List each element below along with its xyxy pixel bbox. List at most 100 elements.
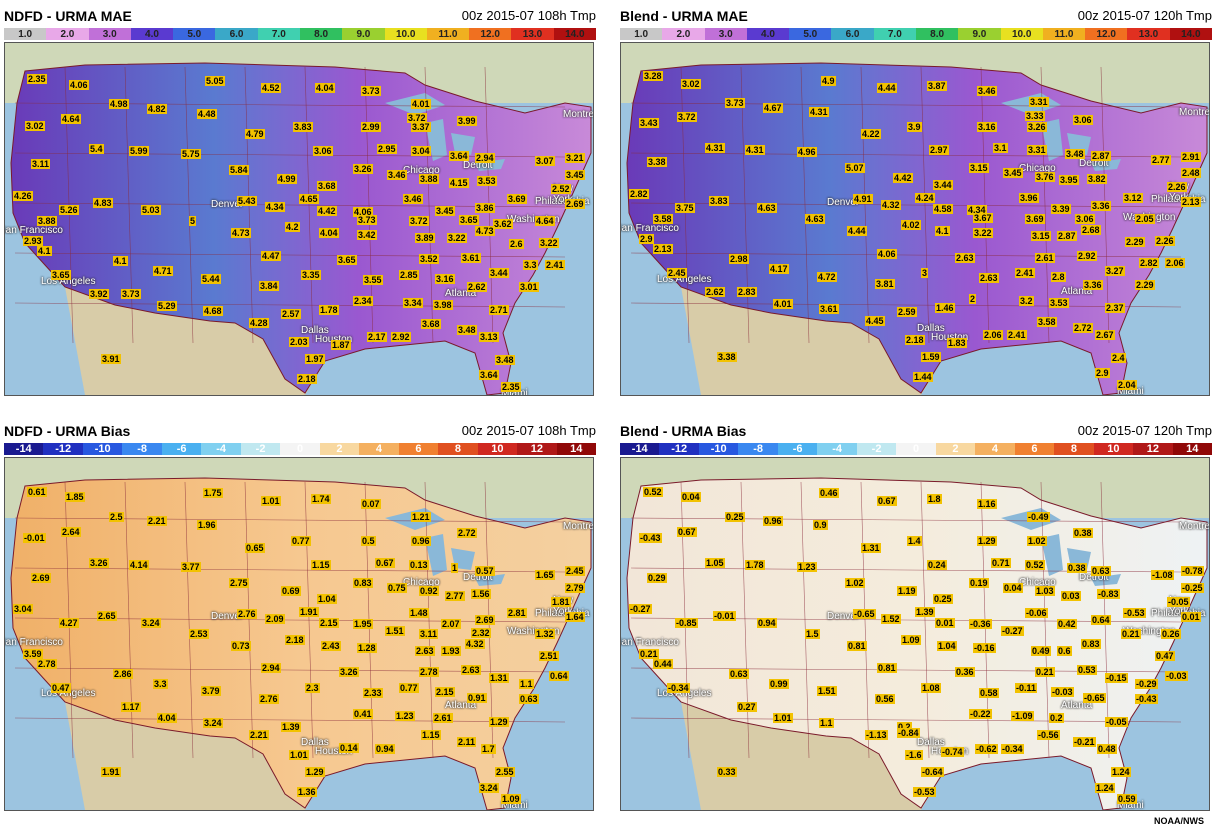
region-value-label: 0.38: [1067, 563, 1087, 573]
region-value-label: 2.68: [1081, 225, 1101, 235]
city-label: Dallas: [301, 737, 329, 748]
region-value-label: 3.15: [969, 163, 989, 173]
region-value-label: 1.29: [977, 536, 997, 546]
region-value-label: 1.05: [705, 558, 725, 568]
region-value-label: 0.64: [549, 671, 569, 681]
region-value-label: 0.48: [1097, 744, 1117, 754]
region-value-label: 1.29: [305, 767, 325, 777]
region-value-label: 2.52: [551, 184, 571, 194]
region-value-label: 3.48: [495, 355, 515, 365]
city-label: Philadelphia: [1151, 194, 1206, 205]
region-value-label: 2.35: [501, 382, 521, 392]
region-value-label: 1.16: [977, 499, 997, 509]
region-value-label: 2.41: [1007, 330, 1027, 340]
region-value-label: 3.81: [875, 279, 895, 289]
region-value-label: 1.24: [1095, 783, 1115, 793]
city-label: Washington: [507, 214, 560, 225]
region-value-label: 3.73: [357, 215, 377, 225]
region-value-label: 3.91: [101, 354, 121, 364]
region-value-label: 3.22: [973, 228, 993, 238]
city-label: Chicago: [1019, 163, 1056, 174]
region-value-label: 4.83: [93, 198, 113, 208]
region-value-label: 3.69: [1025, 214, 1045, 224]
city-label: San Francisco: [4, 637, 63, 648]
region-value-label: 3.83: [709, 196, 729, 206]
region-value-label: 0.94: [757, 618, 777, 628]
city-label: San Francisco: [620, 637, 679, 648]
region-value-label: 0.46: [819, 488, 839, 498]
colorbar-segment: 6: [1014, 443, 1055, 455]
region-value-label: 2.04: [1117, 380, 1137, 390]
region-value-label: 1.03: [1035, 586, 1055, 596]
region-value-label: 1.74: [311, 494, 331, 504]
region-value-label: 2.87: [1057, 231, 1077, 241]
region-value-label: 2.3: [305, 683, 320, 693]
region-value-label: 3.95: [1059, 175, 1079, 185]
region-value-label: 4.52: [261, 83, 281, 93]
region-value-label: 0.67: [375, 558, 395, 568]
city-label: Atlanta: [1061, 700, 1093, 711]
region-value-label: 1.31: [861, 543, 881, 553]
city-label: Chicago: [1019, 577, 1056, 588]
panel-title: NDFD - URMA Bias: [4, 423, 131, 439]
region-value-label: -0.65: [1083, 693, 1106, 703]
region-value-label: 2.82: [1139, 258, 1159, 268]
region-value-label: 4.28: [249, 318, 269, 328]
region-value-label: 3.99: [457, 116, 477, 126]
region-value-label: 0.75: [387, 583, 407, 593]
region-value-label: 2.21: [147, 516, 167, 526]
region-value-label: 3.44: [489, 268, 509, 278]
colorbar-segment: 10: [477, 443, 518, 455]
region-value-label: 0.56: [875, 694, 895, 704]
region-value-label: 3.98: [433, 300, 453, 310]
region-value-label: -0.25: [1181, 583, 1204, 593]
region-value-label: 0.2: [1049, 713, 1064, 723]
colorbar-segment: -10: [698, 443, 739, 455]
region-value-label: 3.86: [475, 203, 495, 213]
region-value-label: 1.32: [535, 629, 555, 639]
region-value-label: 4.22: [861, 129, 881, 139]
colorbar-segment: -10: [82, 443, 123, 455]
region-value-label: -0.84: [897, 728, 920, 738]
city-label: Los Angeles: [657, 274, 712, 285]
region-value-label: -0.15: [1105, 673, 1128, 683]
region-value-label: 2.86: [113, 669, 133, 679]
region-value-label: -0.49: [1027, 512, 1050, 522]
city-label: Dallas: [301, 325, 329, 336]
region-value-label: 2.81: [507, 608, 527, 618]
region-value-label: 3.3: [523, 260, 538, 270]
region-value-label: 0.81: [847, 641, 867, 651]
colorbar-segment: 6: [398, 443, 439, 455]
region-value-label: 2.18: [905, 335, 925, 345]
region-value-label: 2.77: [445, 591, 465, 601]
region-value-label: 1.23: [395, 711, 415, 721]
bias-colorbar: -14 -12 -10 -8 -6 -4 -2 0 2 4 6 8 10 12 14: [4, 443, 597, 455]
city-label: San Francisco: [4, 225, 63, 236]
mexico-land: [681, 702, 941, 810]
colorbar-segment: 12: [1133, 443, 1173, 455]
region-value-label: -0.53: [1123, 608, 1146, 618]
city-label: Philadelphia: [1151, 608, 1206, 619]
region-value-label: 0.04: [681, 492, 701, 502]
region-value-label: 3.61: [819, 304, 839, 314]
region-boundary: [14, 717, 566, 723]
region-value-label: 3.61: [461, 253, 481, 263]
region-value-label: 3.44: [933, 180, 953, 190]
region-value-label: 0.25: [725, 512, 745, 522]
region-value-label: 4.31: [745, 145, 765, 155]
region-value-label: 3.84: [259, 281, 279, 291]
region-value-label: 3.52: [419, 254, 439, 264]
region-value-label: 3.96: [1019, 193, 1039, 203]
colorbar-segment: 5.0: [173, 28, 216, 40]
region-value-label: 0.47: [51, 683, 71, 693]
region-value-label: -0.01: [713, 611, 736, 621]
region-value-label: 0.77: [291, 536, 311, 546]
map-ndfd-mae: San Francisco Los Angeles Denver Chicago Det…: [4, 42, 594, 396]
region-value-label: 2.62: [467, 282, 487, 292]
region-value-label: 2.76: [259, 694, 279, 704]
region-value-label: 1.95: [353, 619, 373, 629]
region-value-label: 2.94: [475, 153, 495, 163]
region-value-label: 0.07: [361, 499, 381, 509]
panel-date: 00z 2015-07 108h Tmp: [461, 423, 596, 438]
region-value-label: 4.58: [933, 204, 953, 214]
